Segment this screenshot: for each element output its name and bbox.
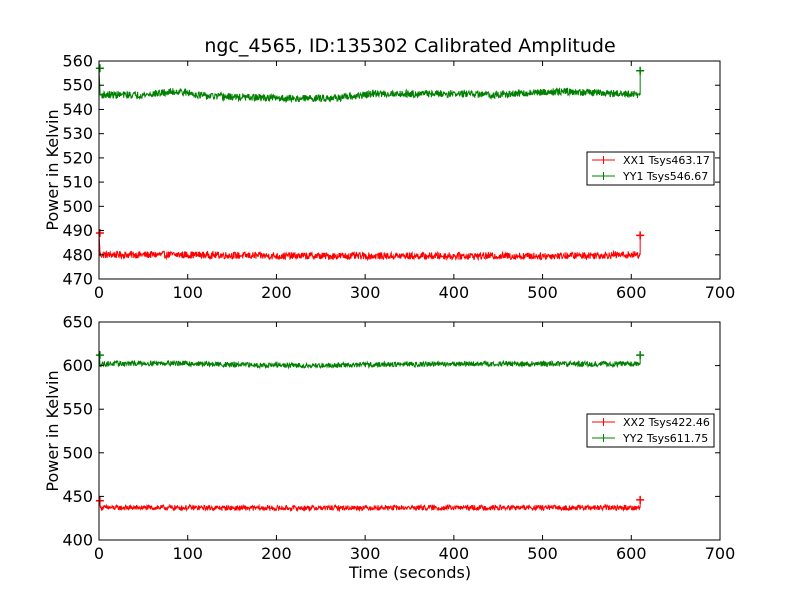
series-line-yy2 <box>99 355 641 370</box>
x-axis-label: Time (seconds) <box>348 563 471 582</box>
ticks-bottom: 0 100 200 300 400 500 600 700 400 450 500 550 600 650 <box>62 313 735 564</box>
x-tick-label-bottom: 400 <box>439 544 470 563</box>
x-tick-label-top: 700 <box>705 283 736 302</box>
x-tick-label-bottom: 600 <box>616 544 647 563</box>
y-tick-label-bottom: 450 <box>62 487 93 506</box>
plot-area-top <box>95 64 645 262</box>
x-tick-label-top: 500 <box>527 283 558 302</box>
axes-frame-bottom <box>98 321 721 541</box>
x-tick-label-bottom: 700 <box>705 544 736 563</box>
y-tick-label-top: 490 <box>62 221 93 240</box>
y-tick-label-top: 530 <box>62 124 93 143</box>
x-tick-label-top: 200 <box>261 283 292 302</box>
y-tick-label-top: 560 <box>62 52 93 71</box>
x-tick-label-top: 400 <box>439 283 470 302</box>
legend-frame-bottom <box>586 413 715 448</box>
y-tick-label-top: 500 <box>62 197 93 216</box>
x-tick-label-top: 300 <box>350 283 381 302</box>
y-tick-label-bottom: 650 <box>62 313 93 332</box>
chart-title: ngc_4565, ID:135302 Calibrated Amplitude <box>204 35 615 57</box>
y-tick-label-top: 470 <box>62 270 93 289</box>
y-tick-label-top: 510 <box>62 173 93 192</box>
legend-label-yy2: YY2 Tsys611.75 <box>622 432 708 445</box>
legend-frame-top <box>586 151 715 186</box>
y-tick-label-bottom: 400 <box>62 531 93 550</box>
legend-bottom: XX2 Tsys422.46 YY2 Tsys611.75 <box>586 413 715 448</box>
y-tick-label-top: 550 <box>62 76 93 95</box>
series-line-yy1 <box>99 68 641 104</box>
y-tick-label-bottom: 550 <box>62 400 93 419</box>
y-tick-label-top: 520 <box>62 148 93 167</box>
y-tick-label-top: 540 <box>62 100 93 119</box>
x-tick-label-bottom: 0 <box>94 544 104 563</box>
y-axis-label-bottom: Power in Kelvin <box>43 370 62 491</box>
x-tick-label-bottom: 500 <box>527 544 558 563</box>
series-line-xx1 <box>99 232 641 262</box>
legend-label-xx2: XX2 Tsys422.46 <box>623 416 710 429</box>
x-tick-label-top: 100 <box>172 283 203 302</box>
y-axis-label-top: Power in Kelvin <box>43 109 62 230</box>
x-tick-label-top: 600 <box>616 283 647 302</box>
subplot-bottom: Power in Kelvin Time (seconds) 0 100 200 30… <box>43 313 735 583</box>
x-tick-label-bottom: 100 <box>172 544 203 563</box>
y-tick-label-bottom: 600 <box>62 356 93 375</box>
y-tick-label-bottom: 500 <box>62 443 93 462</box>
axes-frame-top <box>98 60 721 280</box>
spike-marker-yy1-0 <box>95 64 104 73</box>
legend-top: XX1 Tsys463.17 YY1 Tsys546.67 <box>586 151 715 186</box>
series-line-xx2 <box>99 500 641 513</box>
x-tick-label-bottom: 300 <box>350 544 381 563</box>
plot-area-bottom <box>95 351 645 513</box>
x-tick-label-top: 0 <box>94 283 104 302</box>
spike-marker-xx2-0 <box>95 496 104 505</box>
legend-label-xx1: XX1 Tsys463.17 <box>623 154 710 167</box>
y-tick-label-top: 480 <box>62 245 93 264</box>
subplot-top: ngc_4565, ID:135302 Calibrated Amplitude… <box>43 35 735 302</box>
ticks-top: 0 100 200 300 400 500 600 700 470 480 490 500 510 520… <box>62 52 735 303</box>
spike-marker-yy2-0 <box>95 351 104 360</box>
x-tick-label-bottom: 200 <box>261 544 292 563</box>
legend-label-yy1: YY1 Tsys546.67 <box>622 170 708 183</box>
